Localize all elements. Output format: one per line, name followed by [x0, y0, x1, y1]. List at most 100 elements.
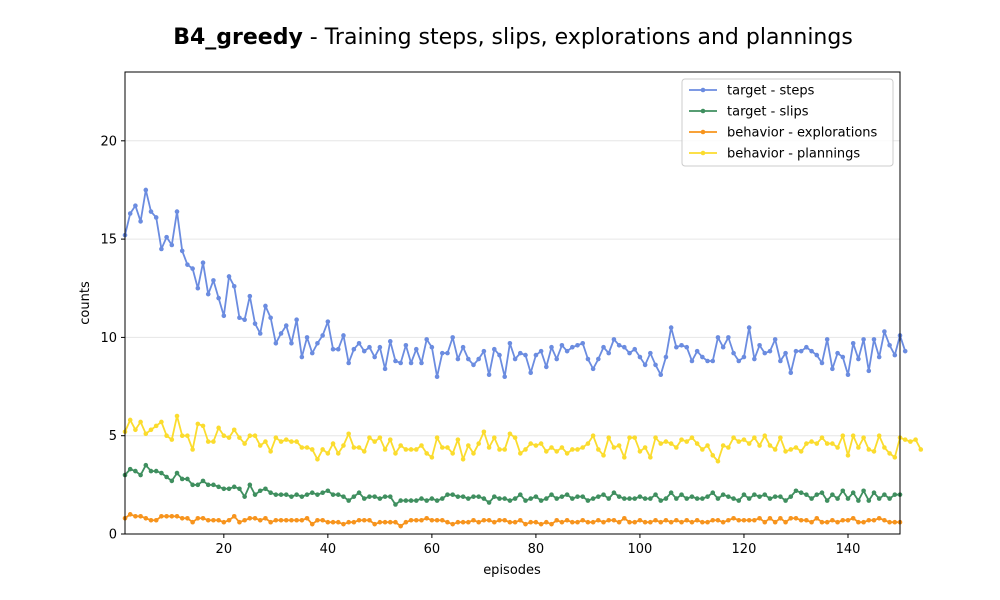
data-point-target-steps-19 — [216, 295, 221, 301]
data-point-behavior-explorations-41 — [330, 519, 336, 525]
data-point-target-steps-99 — [632, 346, 638, 352]
data-point-target-slips-31 — [278, 492, 284, 497]
data-point-target-slips-145 — [871, 490, 877, 496]
data-point-target-steps-113 — [705, 358, 710, 364]
data-point-behavior-explorations-65 — [455, 519, 461, 525]
data-point-behavior-plannings-25 — [247, 433, 253, 439]
data-point-target-steps-38 — [315, 341, 320, 346]
data-point-target-steps-64 — [450, 335, 455, 340]
data-point-behavior-plannings-98 — [627, 435, 632, 440]
data-point-target-steps-68 — [471, 362, 476, 368]
data-point-behavior-explorations-42 — [335, 519, 341, 525]
data-point-target-steps-89 — [580, 341, 586, 346]
data-point-behavior-plannings-107 — [674, 445, 679, 450]
data-point-behavior-explorations-75 — [507, 519, 513, 525]
y-tick-label-2: 10 — [100, 331, 117, 346]
data-point-behavior-plannings-121 — [746, 441, 752, 446]
data-point-behavior-plannings-64 — [450, 451, 455, 456]
data-point-target-slips-68 — [471, 494, 476, 499]
data-point-behavior-explorations-11 — [174, 514, 180, 519]
data-point-behavior-explorations-14 — [190, 519, 195, 525]
data-point-behavior-explorations-87 — [570, 519, 575, 525]
data-point-target-slips-10 — [169, 478, 175, 484]
data-point-target-steps-13 — [185, 262, 190, 267]
data-point-behavior-plannings-126 — [772, 447, 778, 452]
data-point-target-slips-115 — [715, 496, 721, 501]
data-point-target-slips-149 — [892, 492, 898, 497]
data-point-target-steps-125 — [767, 348, 773, 354]
data-point-behavior-plannings-42 — [335, 451, 341, 456]
data-point-target-steps-10 — [169, 242, 175, 248]
data-point-behavior-plannings-109 — [684, 439, 690, 444]
data-point-target-slips-18 — [211, 482, 216, 488]
data-point-target-slips-85 — [559, 494, 565, 499]
data-point-target-slips-57 — [413, 498, 419, 503]
data-point-behavior-plannings-89 — [580, 445, 586, 450]
data-point-behavior-explorations-116 — [720, 519, 726, 525]
data-point-target-steps-63 — [445, 350, 450, 356]
data-point-behavior-plannings-111 — [694, 441, 700, 446]
data-point-behavior-explorations-126 — [772, 519, 778, 525]
data-point-target-slips-83 — [549, 492, 554, 497]
data-point-behavior-explorations-108 — [679, 519, 684, 525]
data-point-behavior-explorations-125 — [767, 515, 773, 521]
legend-label-target-steps: target - steps — [727, 84, 815, 99]
data-point-behavior-explorations-84 — [554, 517, 560, 523]
data-point-behavior-plannings-135 — [819, 435, 825, 440]
data-point-target-slips-36 — [304, 492, 310, 497]
data-point-behavior-plannings-141 — [850, 433, 856, 439]
data-point-target-slips-84 — [554, 496, 560, 501]
data-point-behavior-plannings-83 — [549, 445, 554, 450]
data-point-behavior-explorations-148 — [887, 519, 892, 525]
data-point-target-steps-123 — [757, 342, 762, 348]
data-point-target-slips-3 — [133, 468, 138, 474]
data-point-target-steps-42 — [335, 346, 341, 352]
data-point-target-slips-110 — [689, 494, 695, 499]
data-point-target-slips-13 — [185, 476, 190, 482]
data-point-behavior-plannings-19 — [216, 425, 221, 431]
data-point-behavior-explorations-134 — [814, 515, 820, 521]
legend-marker-behavior-plannings — [700, 150, 706, 156]
data-point-target-slips-130 — [793, 488, 799, 494]
data-point-target-slips-119 — [736, 498, 742, 503]
data-point-behavior-explorations-15 — [195, 515, 201, 521]
data-point-target-slips-52 — [387, 494, 393, 499]
data-point-target-slips-132 — [804, 492, 809, 497]
data-point-target-steps-139 — [840, 354, 846, 360]
data-point-behavior-explorations-113 — [705, 519, 710, 525]
data-point-behavior-explorations-58 — [419, 517, 424, 523]
data-point-target-steps-140 — [845, 372, 851, 378]
data-point-target-steps-114 — [710, 358, 716, 364]
data-point-target-slips-48 — [367, 494, 372, 499]
data-point-behavior-explorations-107 — [674, 517, 679, 523]
data-point-target-slips-146 — [876, 496, 882, 501]
data-point-behavior-explorations-82 — [544, 519, 549, 525]
data-point-behavior-explorations-127 — [778, 515, 783, 521]
data-point-target-slips-59 — [424, 498, 429, 503]
data-point-behavior-plannings-56 — [408, 447, 414, 452]
data-point-target-steps-33 — [289, 341, 294, 346]
data-point-target-slips-65 — [455, 494, 461, 499]
data-point-target-steps-144 — [866, 368, 872, 374]
data-point-target-steps-103 — [653, 362, 658, 368]
data-point-behavior-plannings-74 — [502, 447, 508, 452]
data-point-target-steps-37 — [309, 350, 315, 356]
data-point-target-slips-71 — [486, 500, 492, 505]
data-point-behavior-plannings-113 — [705, 443, 710, 448]
data-point-target-slips-46 — [356, 490, 362, 496]
data-point-target-slips-49 — [372, 494, 377, 499]
data-point-target-slips-99 — [632, 496, 638, 501]
data-point-behavior-plannings-50 — [377, 435, 383, 440]
data-point-behavior-plannings-94 — [606, 435, 612, 440]
data-point-target-slips-23 — [237, 486, 242, 492]
data-point-target-slips-9 — [164, 474, 169, 480]
data-point-target-steps-135 — [819, 360, 825, 366]
data-point-behavior-plannings-124 — [762, 433, 768, 439]
data-point-behavior-plannings-15 — [195, 421, 201, 427]
data-point-target-steps-53 — [393, 358, 398, 364]
data-point-target-slips-33 — [289, 494, 294, 499]
data-point-behavior-plannings-102 — [648, 455, 653, 460]
data-point-behavior-explorations-55 — [403, 519, 409, 525]
data-point-target-steps-78 — [523, 352, 528, 358]
legend-label-target-slips: target - slips — [727, 105, 809, 120]
